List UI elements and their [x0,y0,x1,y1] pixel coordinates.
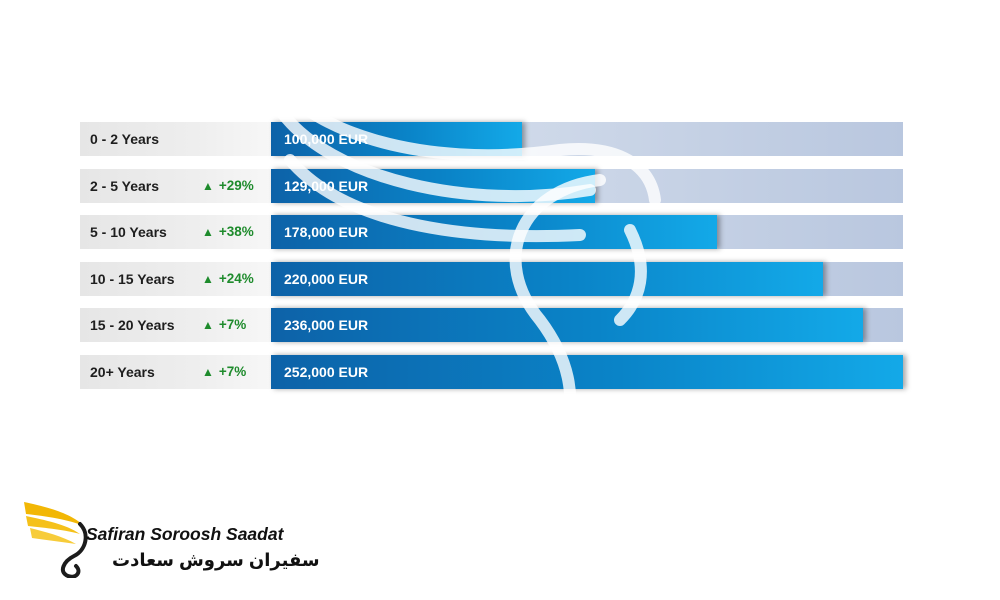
bar-row: 15 - 20 Years ▲ +7% 236,000 EUR [80,308,903,342]
brand-logo: Safiran Soroosh Saadat سفیران سروش سعادت [22,494,320,584]
bar-track: 100,000 EUR [271,122,903,156]
category-label: 20+ Years [90,363,155,380]
salary-bar: 178,000 EUR [271,215,717,249]
up-triangle-icon: ▲ [202,318,214,332]
experience-salary-chart: 0 - 2 Years 100,000 EUR 2 - 5 Years ▲ +29% 12… [80,122,903,401]
growth-percent: +24% [218,270,254,286]
bar-track: 220,000 EUR [271,261,903,296]
bar-row: 20+ Years ▲ +7% 252,000 EUR [80,354,903,389]
bar-track: 129,000 EUR [271,168,903,203]
category-label: 2 - 5 Years [90,177,160,194]
bar-row: 5 - 10 Years ▲ +38% 178,000 EUR [80,215,903,249]
bar-value-label: 236,000 EUR [284,317,369,333]
category-label-box: 0 - 2 Years [80,122,271,156]
salary-bar: 100,000 EUR [271,122,522,156]
growth-percent: +7% [218,317,247,332]
category-label-box: 2 - 5 Years ▲ +29% [80,168,271,203]
category-label: 0 - 2 Years [90,131,160,147]
bar-value-label: 252,000 EUR [284,363,369,380]
category-label-box: 15 - 20 Years ▲ +7% [80,308,271,342]
bar-value-label: 129,000 EUR [284,177,369,194]
growth-change: ▲ +7% [202,355,246,389]
golden-wing-icon [24,502,88,578]
category-label-box: 10 - 15 Years ▲ +24% [80,261,271,296]
category-label: 15 - 20 Years [90,317,175,333]
growth-percent: +38% [218,224,254,239]
salary-bar: 220,000 EUR [271,261,823,296]
bar-value-label: 100,000 EUR [284,131,369,147]
up-triangle-icon: ▲ [202,225,214,239]
growth-change: ▲ +38% [202,215,254,249]
bar-track: 178,000 EUR [271,215,903,249]
salary-bar: 236,000 EUR [271,308,863,342]
bar-track: 252,000 EUR [271,354,903,389]
category-label: 5 - 10 Years [90,224,167,240]
bar-track: 236,000 EUR [271,308,903,342]
growth-percent: +7% [218,363,247,379]
bar-row: 0 - 2 Years 100,000 EUR [80,122,903,156]
bar-row: 10 - 15 Years ▲ +24% 220,000 EUR [80,261,903,296]
category-label-box: 20+ Years ▲ +7% [80,354,271,389]
growth-change: ▲ +24% [202,262,254,296]
growth-change: ▲ +7% [202,308,246,342]
up-triangle-icon: ▲ [202,178,214,193]
growth-change: ▲ +29% [202,169,254,203]
brand-name-persian: سفیران سروش سعادت [112,550,320,570]
growth-percent: +29% [218,177,254,193]
up-triangle-icon: ▲ [202,271,214,286]
salary-bar: 252,000 EUR [271,354,903,389]
salary-bar: 129,000 EUR [271,168,595,203]
bar-row: 2 - 5 Years ▲ +29% 129,000 EUR [80,168,903,203]
category-label-box: 5 - 10 Years ▲ +38% [80,215,271,249]
category-label: 10 - 15 Years [90,270,175,287]
brand-name-english: Safiran Soroosh Saadat [86,524,284,544]
bar-value-label: 220,000 EUR [284,270,369,287]
bar-value-label: 178,000 EUR [284,224,369,240]
up-triangle-icon: ▲ [202,364,214,379]
